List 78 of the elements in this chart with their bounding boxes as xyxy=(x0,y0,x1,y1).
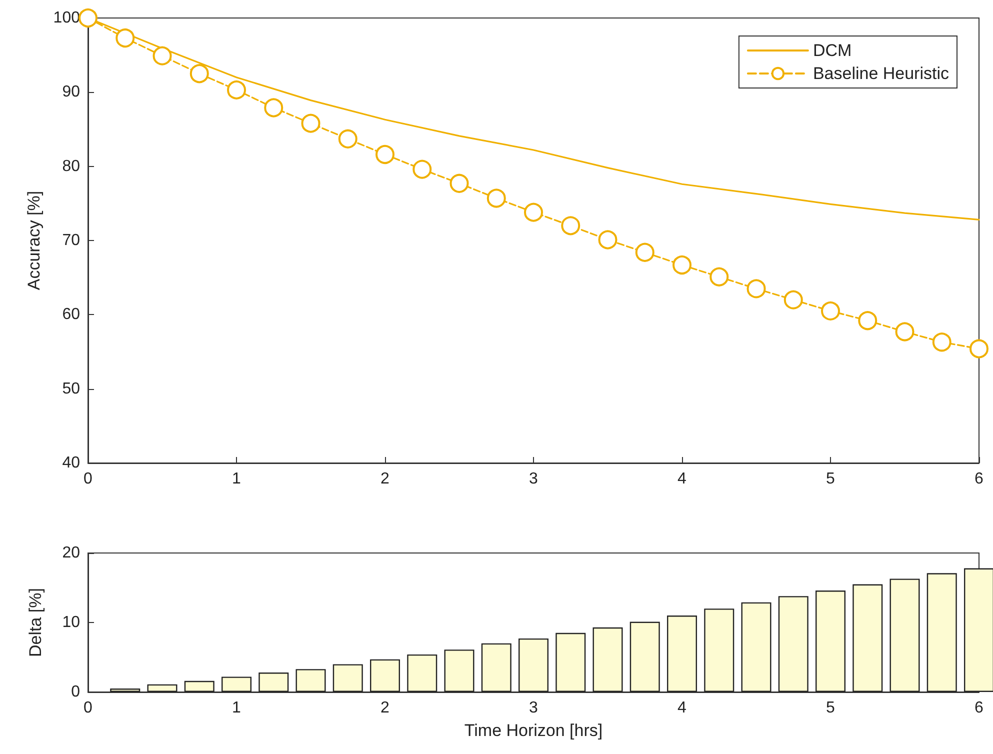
point xyxy=(895,322,914,342)
bar xyxy=(667,616,697,692)
x-axis-title: Time Horizon [hrs] xyxy=(464,721,603,740)
point xyxy=(152,46,172,66)
x-tick-label: 4 xyxy=(678,470,687,488)
point xyxy=(746,279,766,298)
point xyxy=(116,28,135,48)
point xyxy=(227,80,246,100)
bar xyxy=(258,672,289,692)
point xyxy=(858,311,878,330)
bar xyxy=(444,650,474,692)
bar xyxy=(704,608,734,692)
point xyxy=(524,202,543,222)
point xyxy=(784,290,803,310)
y-tick-label: 50 xyxy=(62,380,80,398)
x-tick-label: 4 xyxy=(678,700,687,716)
x-tick-label: 0 xyxy=(84,700,93,716)
bar xyxy=(296,669,326,692)
point xyxy=(561,216,580,236)
bar xyxy=(890,578,920,692)
x-tick-label: 5 xyxy=(826,700,836,716)
bar xyxy=(852,584,883,692)
y-tick-label: 80 xyxy=(62,158,80,175)
point xyxy=(970,339,988,358)
bar xyxy=(964,568,993,692)
legend-label: DCM xyxy=(812,41,852,60)
x-tick-label: 6 xyxy=(974,470,984,488)
y-axis-title: Accuracy [%] xyxy=(24,190,44,290)
bar xyxy=(332,664,363,692)
x-tick-label: 2 xyxy=(380,700,390,716)
bar xyxy=(147,684,178,692)
bar xyxy=(481,643,512,692)
x-tick-label: 6 xyxy=(974,700,984,716)
point xyxy=(264,98,284,118)
point xyxy=(190,64,209,84)
x-tick-label: 0 xyxy=(84,470,93,488)
x-tick-label: 5 xyxy=(826,470,836,488)
point xyxy=(710,267,729,286)
point xyxy=(301,114,320,133)
legend-label: Baseline Heuristic xyxy=(812,64,950,83)
bar xyxy=(407,654,438,692)
y-tick-label: 60 xyxy=(62,306,80,324)
y-tick-label: 100 xyxy=(53,10,80,26)
point xyxy=(338,129,358,148)
point xyxy=(635,242,654,262)
bar xyxy=(110,688,140,692)
y-tick-label: 40 xyxy=(62,454,80,472)
x-tick-label: 2 xyxy=(380,470,390,488)
bar xyxy=(592,627,623,692)
point xyxy=(486,188,506,208)
point xyxy=(598,230,618,250)
y-tick-label: 20 xyxy=(62,544,80,562)
bar xyxy=(184,680,214,692)
point xyxy=(376,144,394,164)
y-tick-label: 70 xyxy=(62,232,80,249)
y-tick-label: 0 xyxy=(71,684,80,700)
x-tick-label: 3 xyxy=(529,700,538,716)
point xyxy=(450,174,469,193)
y-tick-label: 10 xyxy=(62,614,80,631)
bar xyxy=(370,659,400,692)
bar xyxy=(222,676,252,692)
y-axis-title: Delta [%] xyxy=(26,588,45,657)
point xyxy=(821,301,840,320)
x-tick-label: 3 xyxy=(529,470,538,488)
bar xyxy=(741,602,772,692)
bar xyxy=(816,590,846,692)
bar xyxy=(630,622,660,692)
point xyxy=(672,255,692,274)
point xyxy=(412,160,432,179)
x-tick-label: 1 xyxy=(232,470,242,488)
bar xyxy=(926,573,957,692)
point xyxy=(78,8,98,28)
bar xyxy=(778,596,808,692)
x-tick-label: 1 xyxy=(232,700,242,716)
bar xyxy=(556,632,586,692)
bar xyxy=(518,638,548,692)
point xyxy=(932,332,952,352)
y-tick-label: 90 xyxy=(62,84,80,101)
